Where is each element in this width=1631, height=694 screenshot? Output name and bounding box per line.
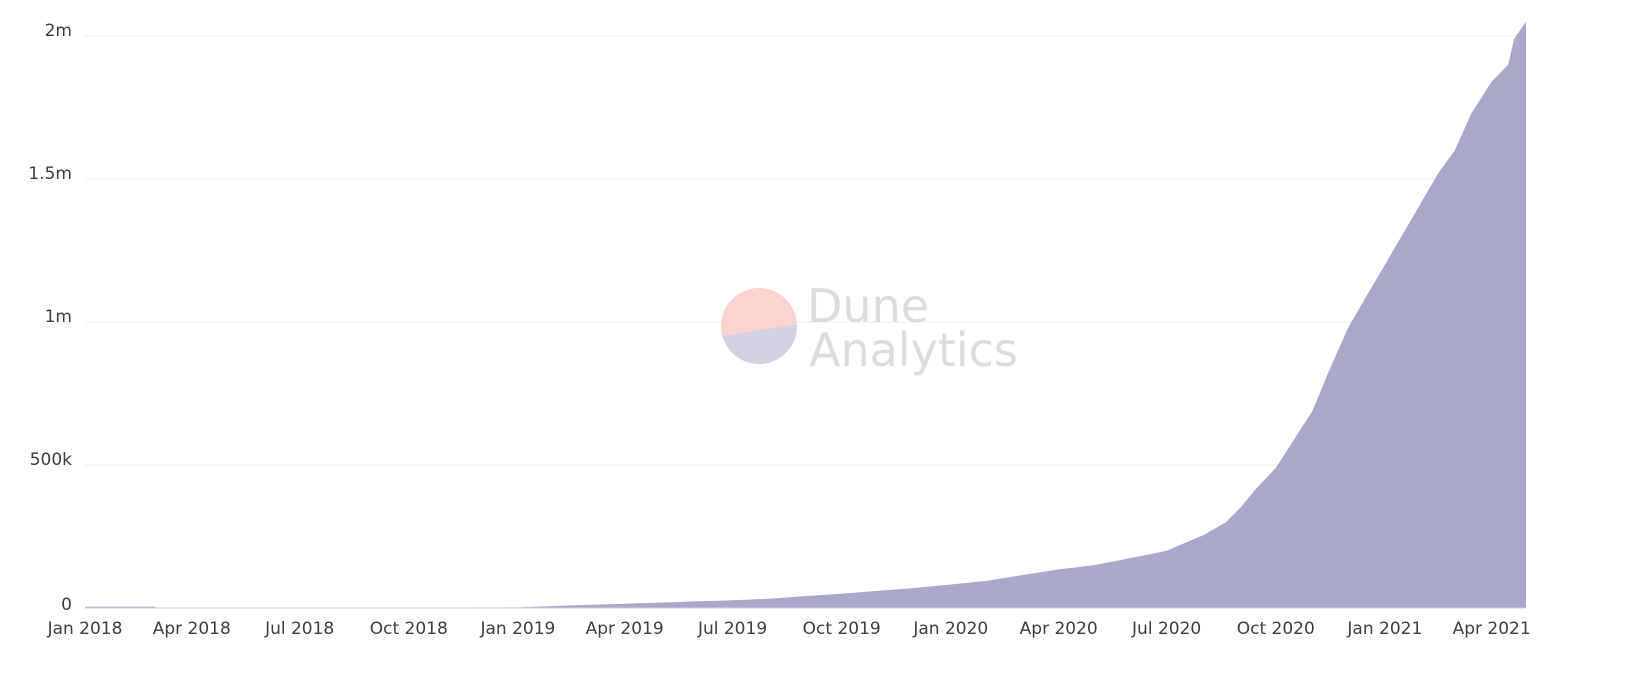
grid-lines (85, 35, 1526, 466)
x-tick-label: Jul 2020 (1131, 619, 1201, 639)
y-tick-label: 1.5m (28, 164, 72, 184)
y-axis: 0 500k 1m 1.5m 2m (28, 21, 72, 615)
x-tick-label: Oct 2018 (370, 619, 448, 639)
x-tick-label: Apr 2018 (153, 619, 231, 639)
x-tick-label: Jan 2021 (1346, 619, 1422, 639)
x-tick-label: Jul 2019 (697, 619, 767, 639)
series-area-fill (85, 21, 1526, 608)
x-tick-label: Apr 2019 (586, 619, 664, 639)
y-tick-label: 1m (45, 307, 72, 327)
x-tick-label: Oct 2020 (1237, 619, 1315, 639)
watermark-line2: Analytics (809, 323, 1018, 377)
dune-logo-icon (721, 288, 798, 365)
x-tick-label: Jan 2020 (912, 619, 988, 639)
x-tick-label: Apr 2021 (1453, 619, 1531, 639)
x-tick-label: Jul 2018 (264, 619, 334, 639)
x-tick-label: Oct 2019 (803, 619, 881, 639)
y-tick-label: 500k (30, 450, 72, 470)
x-tick-label: Jan 2019 (479, 619, 555, 639)
y-tick-label: 2m (45, 21, 72, 41)
y-tick-label: 0 (61, 595, 72, 615)
x-tick-label: Apr 2020 (1020, 619, 1098, 639)
series-area (85, 21, 1526, 609)
dune-analytics-watermark: Dune Analytics (721, 279, 1018, 377)
watermark-line1: Dune (807, 279, 929, 333)
x-axis: Jan 2018 Apr 2018 Jul 2018 Oct 2018 Jan 2019… (47, 619, 1531, 639)
x-tick-label: Jan 2018 (47, 619, 123, 639)
